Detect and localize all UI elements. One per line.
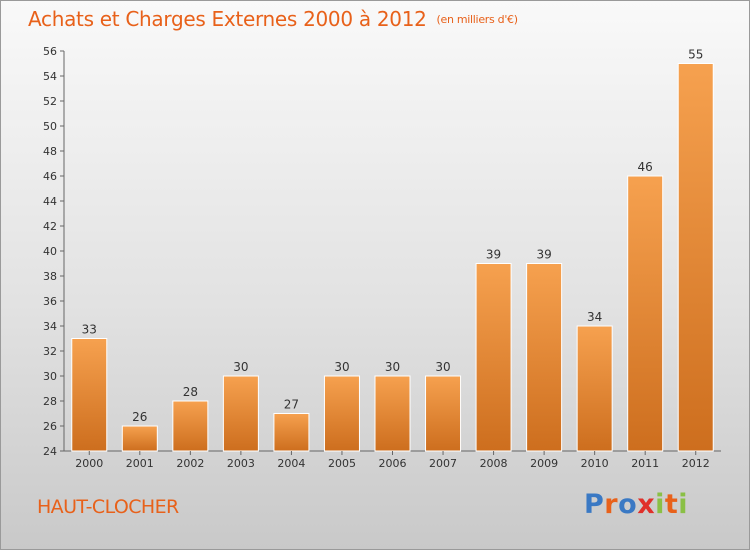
x-tick-label: 2005 xyxy=(328,457,356,470)
bar xyxy=(222,375,259,452)
x-tick-label: 2007 xyxy=(429,457,457,470)
bar-value-label: 30 xyxy=(334,360,349,374)
y-tick-label: 34 xyxy=(43,320,57,333)
bar xyxy=(374,375,411,452)
bar xyxy=(576,325,613,452)
y-tick-label: 28 xyxy=(43,395,57,408)
y-tick-label: 24 xyxy=(43,445,57,458)
bar-value-label: 30 xyxy=(233,360,248,374)
x-tick-label: 2012 xyxy=(682,457,710,470)
x-tick-label: 2002 xyxy=(176,457,204,470)
bar xyxy=(273,413,310,452)
bar xyxy=(323,375,360,452)
bar-value-label: 33 xyxy=(82,323,97,337)
x-tick-label: 2010 xyxy=(581,457,609,470)
bar-value-label: 30 xyxy=(385,360,400,374)
commune-name: HAUT-CLOCHER xyxy=(37,496,179,518)
bar xyxy=(627,175,664,452)
bar-value-label: 34 xyxy=(587,310,602,324)
y-tick-label: 48 xyxy=(43,145,57,158)
x-tick-label: 2004 xyxy=(277,457,305,470)
bar-value-label: 28 xyxy=(183,385,198,399)
y-tick-label: 32 xyxy=(43,345,57,358)
chart-title: Achats et Charges Externes 2000 à 2012 (e… xyxy=(28,7,518,31)
logo-letter: i xyxy=(678,489,689,520)
bar xyxy=(121,425,158,452)
x-tick-label: 2009 xyxy=(530,457,558,470)
bar xyxy=(677,63,714,452)
logo-letter: r xyxy=(604,489,619,520)
x-tick-label: 2006 xyxy=(379,457,407,470)
y-tick-label: 30 xyxy=(43,370,57,383)
bar xyxy=(71,338,108,452)
chart-subtitle: (en milliers d'€) xyxy=(436,13,518,26)
bar-value-label: 39 xyxy=(536,248,551,262)
x-tick-label: 2011 xyxy=(631,457,659,470)
logo-letter: o xyxy=(618,489,638,520)
chart-title-text: Achats et Charges Externes 2000 à 2012 xyxy=(28,7,427,31)
logo-letter: P xyxy=(584,489,605,520)
bar xyxy=(425,375,462,452)
y-tick-label: 56 xyxy=(43,45,57,58)
y-tick-label: 42 xyxy=(43,220,57,233)
bar-value-label: 55 xyxy=(688,48,703,62)
bar-value-label: 30 xyxy=(435,360,450,374)
y-tick-label: 54 xyxy=(43,70,57,83)
bar xyxy=(475,263,512,452)
x-tick-label: 2008 xyxy=(480,457,508,470)
bar xyxy=(526,263,563,452)
x-tick-label: 2000 xyxy=(75,457,103,470)
y-tick-label: 36 xyxy=(43,295,57,308)
y-tick-label: 26 xyxy=(43,420,57,433)
y-tick-label: 52 xyxy=(43,95,57,108)
bar xyxy=(172,400,209,452)
y-tick-label: 40 xyxy=(43,245,57,258)
logo-letter: i xyxy=(655,489,665,520)
y-tick-label: 46 xyxy=(43,170,57,183)
proxiti-logo: Proxiti xyxy=(584,489,688,520)
bar-value-label: 26 xyxy=(132,410,147,424)
logo-letter: t xyxy=(664,489,679,520)
bar-value-label: 39 xyxy=(486,248,501,262)
logo-letter: x xyxy=(637,489,656,520)
x-tick-label: 2001 xyxy=(126,457,154,470)
y-tick-label: 44 xyxy=(43,195,57,208)
y-tick-label: 38 xyxy=(43,270,57,283)
bar-value-label: 27 xyxy=(284,398,299,412)
x-tick-label: 2003 xyxy=(227,457,255,470)
y-tick-label: 50 xyxy=(43,120,57,133)
bar-value-label: 46 xyxy=(638,160,653,174)
